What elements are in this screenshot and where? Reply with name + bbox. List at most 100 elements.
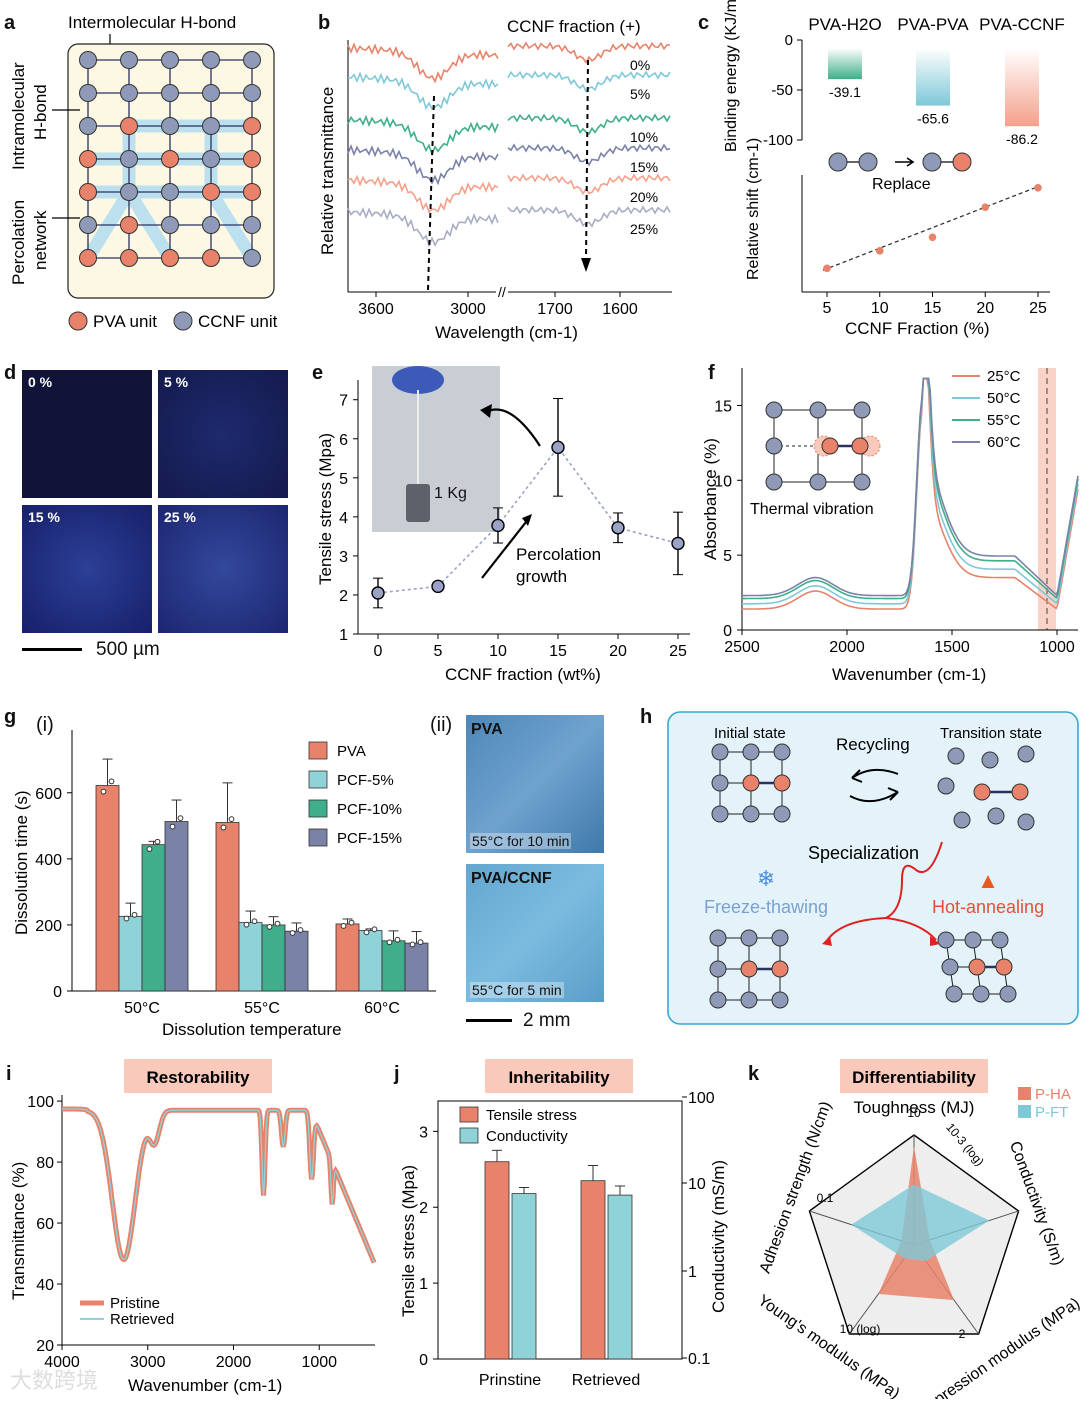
ccnf-node [742, 743, 760, 761]
ccnf-node [161, 117, 179, 135]
legend-label: Pristine [110, 1295, 160, 1312]
ccnf-node [709, 991, 727, 1009]
micro-image-5: 5 % [158, 370, 288, 498]
ccnf-node [711, 805, 729, 823]
y-tick-label: 15 [714, 398, 732, 415]
pva-node [120, 117, 138, 135]
bar-value-label: -86.2 [1006, 131, 1038, 147]
snowflake-icon: ❄ [757, 866, 775, 891]
bar-value-label: -39.1 [829, 84, 861, 100]
ccnf-node [202, 51, 220, 69]
chart-e-ylabel: Tensile stress (Mpa) [316, 433, 335, 585]
dissolution-bar [261, 924, 286, 992]
binding-energy-bar [828, 48, 862, 80]
ccnf-node [947, 747, 965, 765]
hot-lattice [937, 931, 1017, 1003]
x-tick-label: 20 [609, 643, 627, 660]
dissolution-chart: Dissolution time (s) Dissolution tempera… [12, 730, 436, 1039]
ftir-series-label: 5% [630, 86, 650, 102]
x-tick-label: 60°C [364, 1000, 400, 1017]
freeze-lattice [709, 929, 789, 1009]
pva-node [973, 783, 991, 801]
sample-dot [100, 788, 107, 795]
ccnf-node [987, 807, 1005, 825]
pva-node [773, 774, 791, 792]
y-tick-label: 10 [714, 473, 732, 490]
sample-dot [386, 939, 393, 946]
restorability-title: Restorability [147, 1068, 251, 1087]
x-tick-label: 1000 [1039, 639, 1075, 656]
pva-dissolution-image: PVA 55°C for 10 min [466, 715, 604, 853]
legend-label: Tensile stress [486, 1107, 577, 1124]
sample-dot [131, 911, 138, 918]
ccnf-node [79, 84, 97, 102]
x-tick-label: 1500 [934, 639, 970, 656]
ccnf-unit-icon [173, 311, 193, 331]
sample-dot [394, 936, 401, 943]
tensile-point [551, 440, 565, 455]
sub-label-ii: (ii) [430, 714, 453, 736]
y-tick-label: 0 [419, 1352, 428, 1369]
tensile-point [671, 536, 685, 551]
ftir-series-line [507, 41, 671, 65]
weight-icon [406, 484, 430, 522]
dissolution-bar [95, 785, 120, 992]
inheritability-title-box [485, 1059, 633, 1093]
x-tick-label: 15 [549, 643, 567, 660]
legend-label: 50°C [987, 390, 1021, 407]
recycling-box [667, 711, 1079, 1025]
panel-label-h: h [640, 706, 653, 728]
specialization-label: Specialization [808, 843, 919, 863]
pva-node [968, 958, 986, 976]
ccnf-node [773, 805, 791, 823]
arrow-head [930, 936, 940, 946]
ccnf-node [771, 991, 789, 1009]
legend-label: Conductivity [486, 1128, 568, 1145]
initial-lattice [711, 743, 791, 823]
shift-point [875, 247, 884, 255]
pva-ccnf-image-caption: 55°C for 5 min [470, 982, 564, 998]
x-tick-label: 25 [1029, 300, 1047, 317]
legend-label: PVA [337, 743, 366, 760]
differentiability-title-box [840, 1059, 988, 1093]
chart-c-ylabel: Binding energy (KJ/mol) [723, 0, 740, 152]
ccnf-node [765, 401, 783, 419]
sample-dot [289, 930, 296, 936]
watermark: 大数跨境 [10, 1368, 99, 1393]
pva-node [243, 117, 261, 135]
plot-frame [437, 1100, 683, 1360]
ccnf-node [161, 84, 179, 102]
y-tick-label: 6 [339, 432, 348, 449]
chart-g-xlabel: Dissolution temperature [162, 1020, 342, 1039]
x-tick-label: 2000 [216, 1354, 252, 1371]
sample-dot [177, 815, 184, 822]
pva-image-title: PVA [471, 721, 503, 738]
ccnf-node [945, 985, 963, 1003]
radar-scale-label: 10 [907, 1106, 921, 1120]
chart-i-ylabel: Transmittance (%) [9, 1162, 28, 1300]
pva-image-caption: 55°C for 10 min [470, 833, 572, 849]
radar-scale-label: 2 [959, 1327, 966, 1341]
sample-dot [108, 778, 115, 785]
trend-line [822, 185, 1041, 271]
arrow-head [887, 787, 899, 801]
panel-a-diagram: Intermolecular H-bond Intramolecular H-b… [9, 13, 278, 331]
y-tick-label: 1 [339, 627, 348, 644]
scale-label-g: 2 mm [523, 1010, 571, 1031]
radar-axis-label: Conductivity (S/m) [1006, 1139, 1067, 1268]
axis-break [496, 288, 508, 296]
panel-k: k Differentiability 10 10-3 (log) 2 10 (log… [740, 1055, 1080, 1404]
y-tick-label: 600 [35, 786, 62, 803]
sample-dot [169, 823, 176, 830]
ccnf-node [853, 401, 871, 419]
pva-node [1011, 783, 1029, 801]
x-tick-label: 5 [823, 300, 832, 317]
sample-dot [409, 941, 416, 948]
absorbance-chart: Absorbance (%) Wavenumber (cm-1) Thermal… [701, 368, 1079, 684]
chart-b-title: CCNF fraction (+) [507, 17, 641, 36]
panel-h: h Initial state Transition state Recycli… [640, 700, 1080, 1045]
inherit-bar [484, 1161, 510, 1360]
ccnf-node [243, 216, 261, 234]
x-tick-label: Retrieved [572, 1372, 640, 1389]
axis-break-mark: // [498, 284, 506, 300]
